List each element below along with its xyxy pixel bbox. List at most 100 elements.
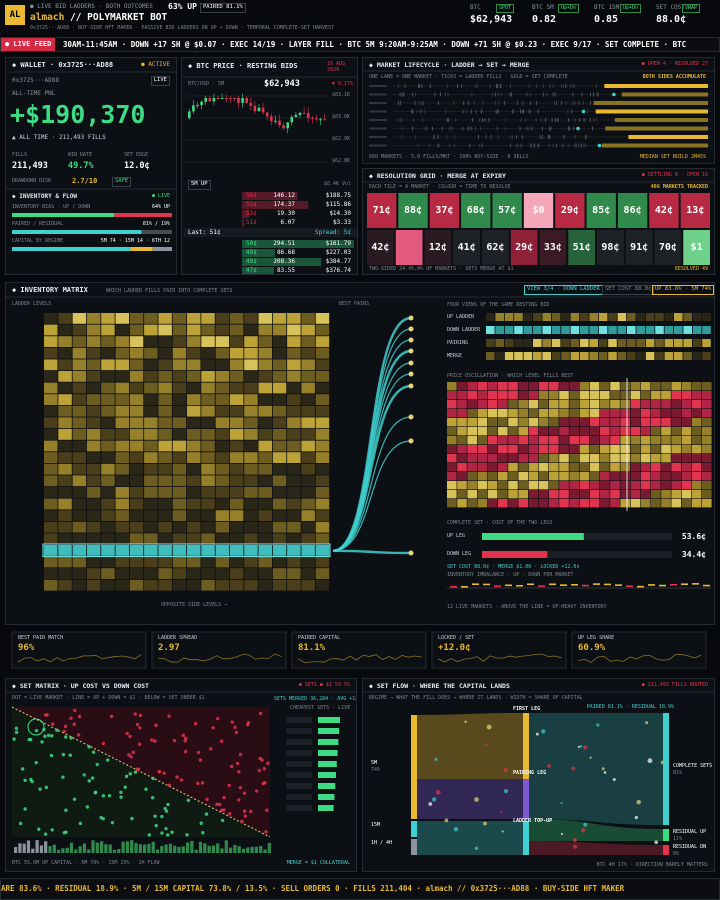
book-total: $376.74 <box>325 267 351 274</box>
heat-cell <box>201 382 215 394</box>
subtitle: ONE LANE = ONE MARKET · TICKS = LADDER F… <box>369 74 568 80</box>
heat-cell <box>44 429 58 440</box>
osc-cell <box>477 418 488 427</box>
sm-graphics <box>6 691 356 853</box>
book-size: 83.55 <box>276 267 295 274</box>
kpi-card <box>431 631 567 669</box>
osc-cell <box>518 472 528 481</box>
fill-tick <box>499 84 501 88</box>
footer: 680 MARKETS · 5.0 FILLS/MKT · 100% BUY-S… <box>369 154 529 160</box>
resolved: RESOLVED 49 <box>674 266 708 272</box>
osc-cell <box>691 391 702 400</box>
heat-cell <box>187 463 201 475</box>
market-dot <box>82 773 86 777</box>
heat-cell <box>301 579 315 591</box>
market-dot <box>61 775 65 779</box>
osc-cell <box>498 427 508 436</box>
hist-bar <box>130 840 134 853</box>
heat-cell <box>215 313 230 324</box>
market-dot <box>193 721 198 726</box>
heat-cell <box>229 382 244 394</box>
market-dot <box>14 730 19 735</box>
fill-tick <box>571 109 573 114</box>
hist-bar <box>125 841 129 853</box>
market-dot <box>222 795 226 800</box>
fill-tick <box>533 143 535 148</box>
osc-cell <box>579 427 590 436</box>
view-cell <box>486 339 495 347</box>
osc-cell <box>498 409 508 418</box>
heat-cell <box>287 556 301 568</box>
fill-tick <box>511 109 513 114</box>
heat-cell <box>144 533 158 545</box>
osc-cell <box>447 481 457 490</box>
fill-tick <box>495 109 497 114</box>
market-dot <box>160 831 164 835</box>
heat-cell <box>129 429 144 440</box>
osc-cell <box>681 454 692 463</box>
fill-tick <box>411 109 413 114</box>
fill-tick <box>565 84 567 88</box>
heat-cell <box>272 463 287 475</box>
row-chip <box>286 794 312 800</box>
tile-value: 42¢ <box>654 205 673 216</box>
fill-tick <box>545 118 546 122</box>
lane-dot <box>369 144 387 147</box>
view-cell <box>702 313 711 321</box>
heat-cell <box>201 336 215 347</box>
heat-cell <box>86 347 101 359</box>
osc-cell <box>467 382 477 391</box>
osc-cell <box>518 409 528 418</box>
osc-cell <box>671 418 681 427</box>
candle-body <box>319 119 322 121</box>
heat-cell <box>258 510 272 521</box>
market-dot <box>196 750 201 755</box>
market-dot <box>215 802 219 807</box>
particle <box>560 832 563 836</box>
stat-value: 0.82 <box>532 14 557 25</box>
candle-body <box>216 98 220 99</box>
hist-bar <box>74 849 78 853</box>
osc-cell <box>487 454 498 463</box>
bid-depth <box>242 240 354 248</box>
heat-cell <box>172 533 187 545</box>
heat-cell <box>158 371 172 382</box>
heat-cell <box>158 545 172 556</box>
heat-cell <box>244 579 258 591</box>
osc-cell <box>671 427 681 436</box>
osc-cell <box>518 481 528 490</box>
heat-cell <box>315 452 330 463</box>
fill-tick <box>596 92 598 97</box>
fill-tick <box>511 92 512 97</box>
tile-value: 62¢ <box>486 242 505 253</box>
hist-bar <box>18 843 22 853</box>
osc-cell <box>651 418 661 427</box>
osc-cell <box>528 418 539 427</box>
osc-cell <box>640 400 651 409</box>
market-dot <box>124 774 129 779</box>
osc-cell <box>498 454 508 463</box>
osc-cell <box>538 409 549 418</box>
sparkline <box>437 653 562 663</box>
candle-body <box>298 112 302 115</box>
fill-tick <box>455 118 457 122</box>
heat-cell <box>58 324 72 336</box>
osc-cell <box>447 463 457 472</box>
residual-bar <box>141 230 172 234</box>
fill-tick <box>421 101 422 105</box>
hist-bar <box>246 847 250 853</box>
heat-cell <box>115 452 129 463</box>
osc-cell <box>508 499 518 508</box>
view-cell <box>523 313 533 321</box>
heat-cell <box>72 324 87 336</box>
fill-tick <box>569 126 570 131</box>
heat-cell <box>115 440 129 452</box>
heat-cell <box>115 487 129 498</box>
osc-cell <box>457 409 467 418</box>
fill-tick <box>561 101 562 105</box>
bar-label: PAIRED / RESIDUAL <box>12 221 64 227</box>
osc-cell <box>518 445 528 454</box>
heat-cell <box>187 417 201 429</box>
osc-cell <box>467 427 477 436</box>
particle <box>571 766 576 771</box>
